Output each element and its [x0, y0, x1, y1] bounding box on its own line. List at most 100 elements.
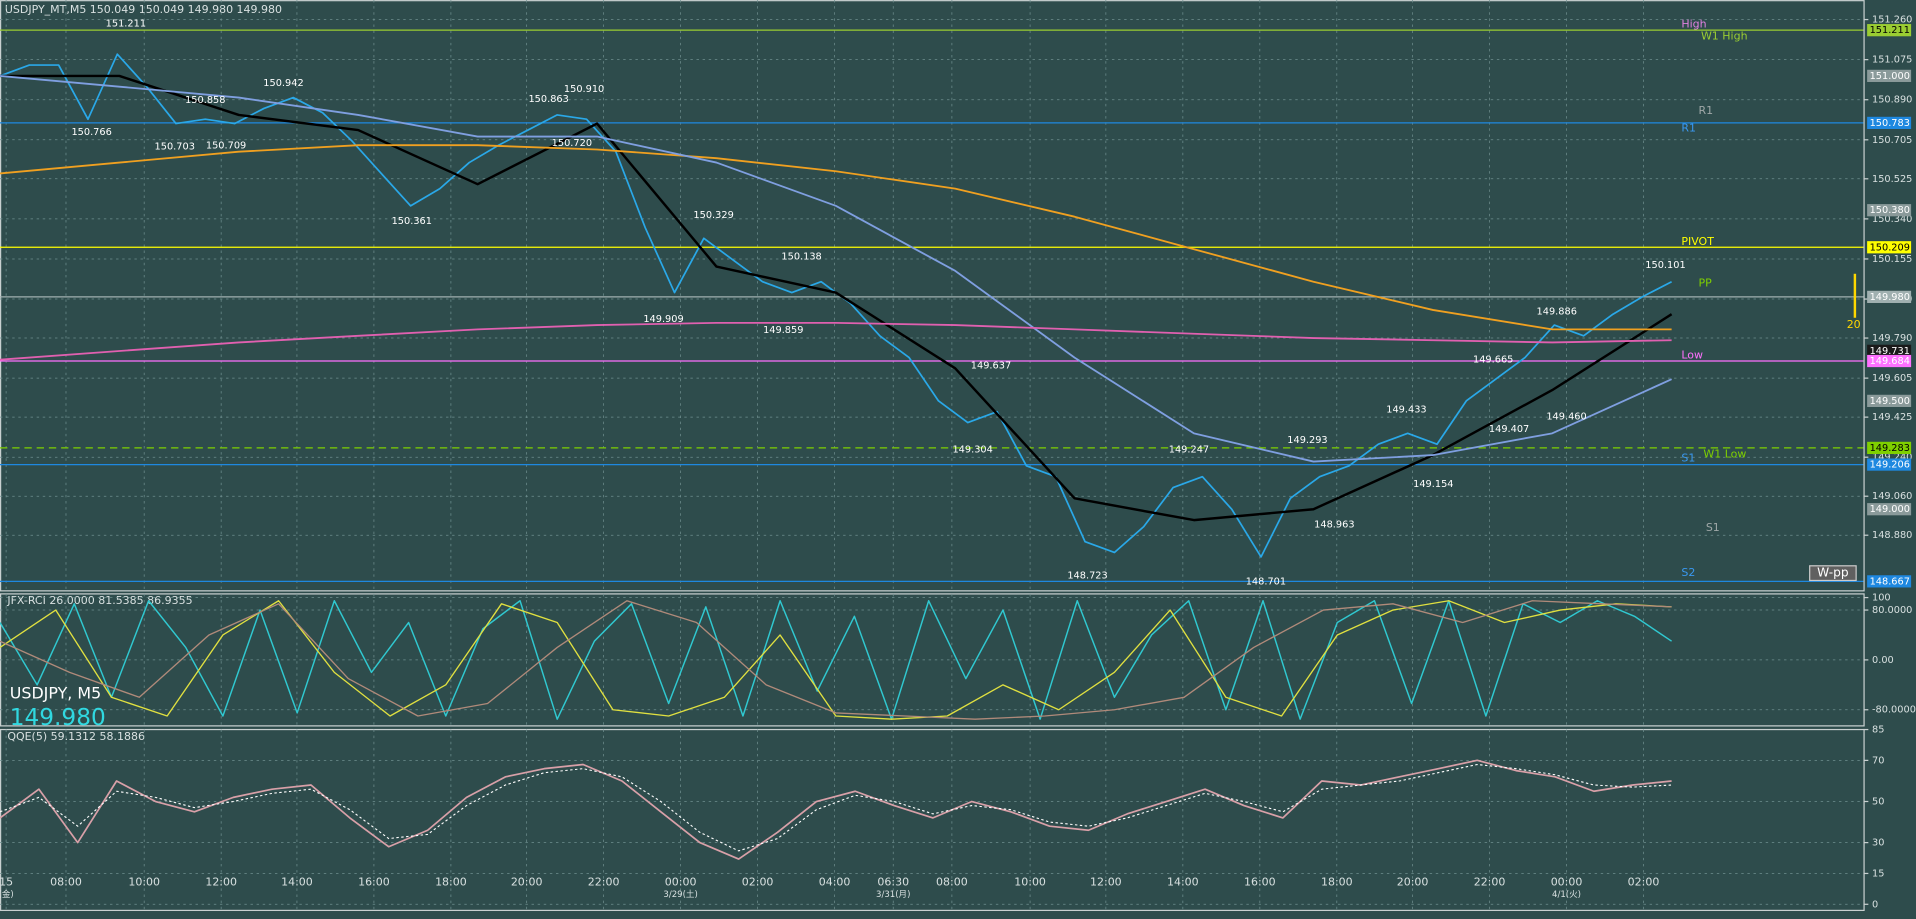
- price-tag: [1867, 441, 1912, 455]
- swing-label: 150.942: [263, 78, 303, 89]
- y-tick-label: 85: [1872, 725, 1884, 736]
- x-tick-label: 15: [0, 875, 13, 888]
- series-line: [0, 74, 1673, 522]
- x-tick-label: 20:00: [511, 875, 543, 888]
- level-text: PP: [1698, 277, 1712, 290]
- bar-count: 20: [1847, 318, 1861, 331]
- swing-label: 150.138: [781, 252, 821, 263]
- level-text: S2: [1681, 566, 1695, 579]
- swing-label: 149.154: [1413, 479, 1453, 490]
- price-tag: [1867, 458, 1912, 471]
- series-line: [0, 600, 1673, 720]
- header: USDJPY_MT,M5 150.049 150.049 149.980 149…: [5, 3, 282, 16]
- y-tick-label: 149.790: [1872, 333, 1912, 344]
- y-tick-label: 0: [1872, 899, 1878, 910]
- level-text: W1 High: [1701, 30, 1748, 43]
- swing-label: 149.665: [1473, 354, 1513, 365]
- swing-label: 148.963: [1314, 519, 1354, 530]
- price-tag: [1867, 116, 1912, 130]
- swing-label: 149.460: [1546, 412, 1586, 423]
- x-tick-label: 08:00: [936, 875, 968, 888]
- y-tick-label: 150.340: [1872, 214, 1912, 225]
- price-tag-label: 149.500: [1870, 396, 1910, 407]
- level-text: R1: [1681, 121, 1696, 134]
- swing-label: 150.766: [71, 127, 111, 138]
- x-tick-label: 14:00: [1167, 875, 1199, 888]
- date-label: (金): [0, 888, 14, 900]
- y-tick-label: 150.525: [1872, 174, 1912, 185]
- series-line: [0, 600, 1672, 720]
- price-tag: [1867, 394, 1912, 407]
- price-tag: [1867, 241, 1912, 254]
- x-tick-label: 10:00: [128, 875, 160, 888]
- qqe-title: QQE(5) 59.1312 58.1886: [7, 730, 145, 743]
- price-tag: [1867, 503, 1912, 516]
- price-tag: [1867, 290, 1912, 303]
- price-tag: [1867, 575, 1912, 588]
- level-text: W1 Low: [1703, 448, 1746, 461]
- swing-label: 151.211: [106, 18, 146, 29]
- y-tick-label: 151.260: [1872, 15, 1912, 26]
- y-tick-label: 150.890: [1872, 95, 1912, 106]
- level-text: Low: [1681, 349, 1703, 362]
- overlay-symbol: USDJPY, M5: [10, 684, 101, 703]
- w-pp-box: [1809, 565, 1857, 582]
- price-tag: [1867, 204, 1912, 217]
- y-tick-label: 151.075: [1872, 55, 1912, 66]
- price-tag-label: 150.380: [1870, 205, 1910, 216]
- level-text: High: [1681, 17, 1706, 30]
- price-tag: [1867, 344, 1912, 357]
- series-line: [0, 759, 1672, 860]
- series-line: [0, 144, 1672, 331]
- y-tick-label: 150.705: [1872, 135, 1912, 146]
- x-tick-label: 16:00: [358, 875, 390, 888]
- swing-label: 149.407: [1489, 424, 1529, 435]
- price-tag-label: 151.000: [1870, 71, 1910, 82]
- date-label: 3/29(土): [663, 888, 697, 900]
- price-tag-label: 148.667: [1870, 576, 1910, 587]
- y-tick-label: 0.00: [1872, 655, 1894, 666]
- qqe-panel: [0, 728, 1865, 912]
- x-tick-label: 22:00: [1474, 875, 1506, 888]
- price-tag-label: 149.206: [1870, 460, 1910, 471]
- x-tick-label: 02:00: [742, 875, 774, 888]
- y-tick-label: 148.880: [1872, 530, 1912, 541]
- x-tick-label: 00:00: [1551, 875, 1583, 888]
- y-tick-label: -80.0000: [1872, 705, 1916, 716]
- x-tick-label: 06:30: [877, 875, 909, 888]
- date-label: 3/31(月): [876, 889, 910, 900]
- swing-label: 150.329: [693, 210, 733, 221]
- y-tick-label: 149.060: [1872, 491, 1912, 502]
- swing-label: 150.720: [552, 138, 592, 149]
- swing-label: 150.858: [185, 95, 225, 106]
- x-tick-label: 08:00: [50, 875, 82, 888]
- x-tick-label: 20:00: [1397, 875, 1429, 888]
- x-tick-label: 12:00: [1090, 875, 1122, 888]
- x-tick-label: 12:00: [205, 875, 237, 888]
- x-tick-label: 02:00: [1628, 875, 1660, 888]
- price-tag-label: 150.209: [1870, 242, 1910, 253]
- level-text: S1: [1706, 521, 1720, 534]
- y-tick-label: 70: [1872, 755, 1884, 766]
- x-tick-label: 04:00: [819, 875, 851, 888]
- price-tag: [1867, 69, 1912, 82]
- swing-label: 149.909: [643, 314, 683, 325]
- swing-label: 149.293: [1287, 435, 1327, 446]
- price-tag-label: 149.684: [1870, 356, 1910, 367]
- price-tag: [1867, 24, 1912, 37]
- price-tag-label: 149.000: [1870, 504, 1910, 515]
- swing-label: 150.361: [392, 216, 432, 227]
- y-tick-label: 30: [1872, 838, 1884, 849]
- swing-label: 148.701: [1246, 577, 1286, 588]
- rci-title: JFX-RCI 26.0000 81.5385 86.9355: [6, 594, 192, 607]
- swing-label: 149.247: [1169, 445, 1209, 456]
- swing-label: 150.709: [206, 140, 246, 151]
- x-tick-label: 10:00: [1014, 875, 1046, 888]
- x-tick-label: 18:00: [1321, 875, 1353, 888]
- y-tick-label: 100: [1872, 593, 1891, 604]
- main-panel: [0, 0, 1865, 592]
- swing-label: 149.637: [971, 360, 1011, 371]
